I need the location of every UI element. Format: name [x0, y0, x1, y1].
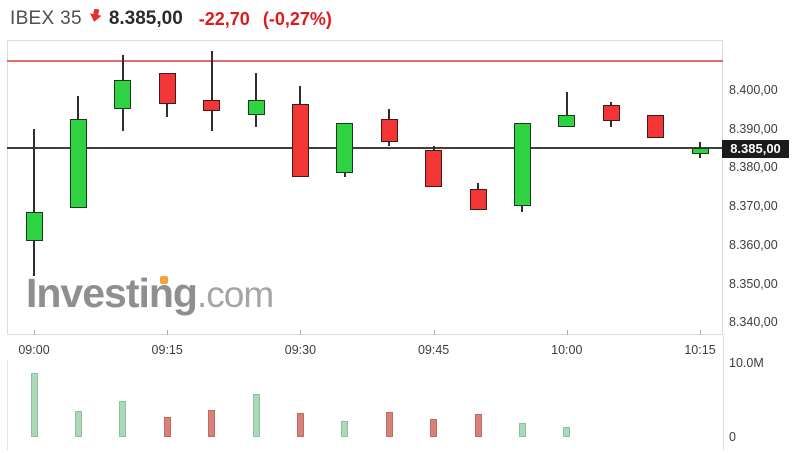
- volume-bar: [163, 417, 171, 437]
- volume-bar: [518, 422, 526, 437]
- last-price-line: [7, 147, 723, 150]
- volume-bar: [30, 373, 38, 437]
- volume-bar: [252, 394, 260, 437]
- candle-wick: [255, 72, 257, 127]
- candle-body: [513, 122, 531, 207]
- volume-bar: [208, 410, 216, 437]
- logo-text: Investing: [26, 270, 198, 316]
- last-price: 8.385,00: [108, 8, 183, 29]
- candle-body: [558, 115, 576, 127]
- x-tick-label: 09:30: [284, 343, 317, 357]
- y-tick-label: 8.380,00: [729, 160, 778, 175]
- axis-tick: [300, 330, 302, 335]
- down-arrow-icon: [89, 8, 102, 27]
- price-change-percent: (-0,27%): [262, 8, 332, 29]
- axis-tick: [34, 330, 35, 335]
- volume-pane-border: [7, 360, 8, 450]
- y-tick-label: 8.370,00: [729, 199, 778, 214]
- logo-orange-dot-icon: [160, 276, 168, 284]
- candle-body: [69, 119, 87, 209]
- y-tick-label: 8.390,00: [729, 121, 778, 136]
- candle-body: [602, 105, 620, 121]
- candle-body: [336, 122, 354, 174]
- candle-body: [691, 148, 709, 154]
- quote-header: IBEX 35 8.385,00 -22,70 (-0,27%): [0, 0, 800, 38]
- volume-bar: [119, 400, 127, 437]
- candle-wick: [565, 91, 568, 127]
- candle-body: [291, 103, 309, 178]
- logo-tld: .com: [196, 274, 274, 315]
- x-tick-label: 10:15: [684, 343, 716, 357]
- candle-wick: [210, 51, 213, 131]
- candle-body: [203, 99, 221, 112]
- x-tick-label: 09:00: [18, 343, 50, 357]
- volume-axis-label: 0: [729, 430, 736, 444]
- axis-vertical-line: [723, 335, 724, 450]
- instrument-name[interactable]: IBEX 35: [10, 8, 82, 29]
- volume-bar: [341, 420, 349, 437]
- volume-bar: [430, 419, 438, 437]
- axis-tick: [566, 330, 568, 335]
- axis-tick: [433, 330, 435, 335]
- y-tick-label: 8.340,00: [729, 315, 778, 330]
- candle-body: [425, 149, 443, 187]
- candle-body: [469, 188, 487, 210]
- price-change: -22,70: [198, 8, 250, 29]
- volume-bar: [385, 411, 393, 437]
- candle-body: [647, 115, 665, 139]
- x-tick-label: 10:00: [551, 343, 583, 357]
- volume-axis-label: 10.0M: [729, 356, 764, 370]
- candle-wick: [33, 128, 35, 276]
- last-price-tag: 8.385,00: [722, 140, 789, 158]
- volume-bar: [563, 426, 571, 437]
- candle-body: [158, 72, 176, 104]
- investing-logo-watermark: Investing.com: [26, 270, 274, 317]
- volume-bar: [474, 414, 482, 437]
- axis-tick: [167, 330, 169, 335]
- candle-body: [247, 99, 265, 116]
- candle-body: [380, 119, 398, 143]
- y-tick-label: 8.350,00: [729, 276, 778, 291]
- x-tick-label: 09:15: [151, 343, 183, 357]
- axis-tick: [700, 330, 701, 335]
- y-tick-label: 8.400,00: [729, 83, 778, 97]
- upper-red-line: [7, 59, 723, 62]
- candle-body: [114, 80, 132, 110]
- volume-bar: [296, 413, 304, 437]
- candle-body: [25, 211, 43, 241]
- x-tick-label: 09:45: [417, 343, 450, 357]
- volume-bar: [74, 411, 82, 437]
- y-tick-label: 8.360,00: [729, 237, 778, 252]
